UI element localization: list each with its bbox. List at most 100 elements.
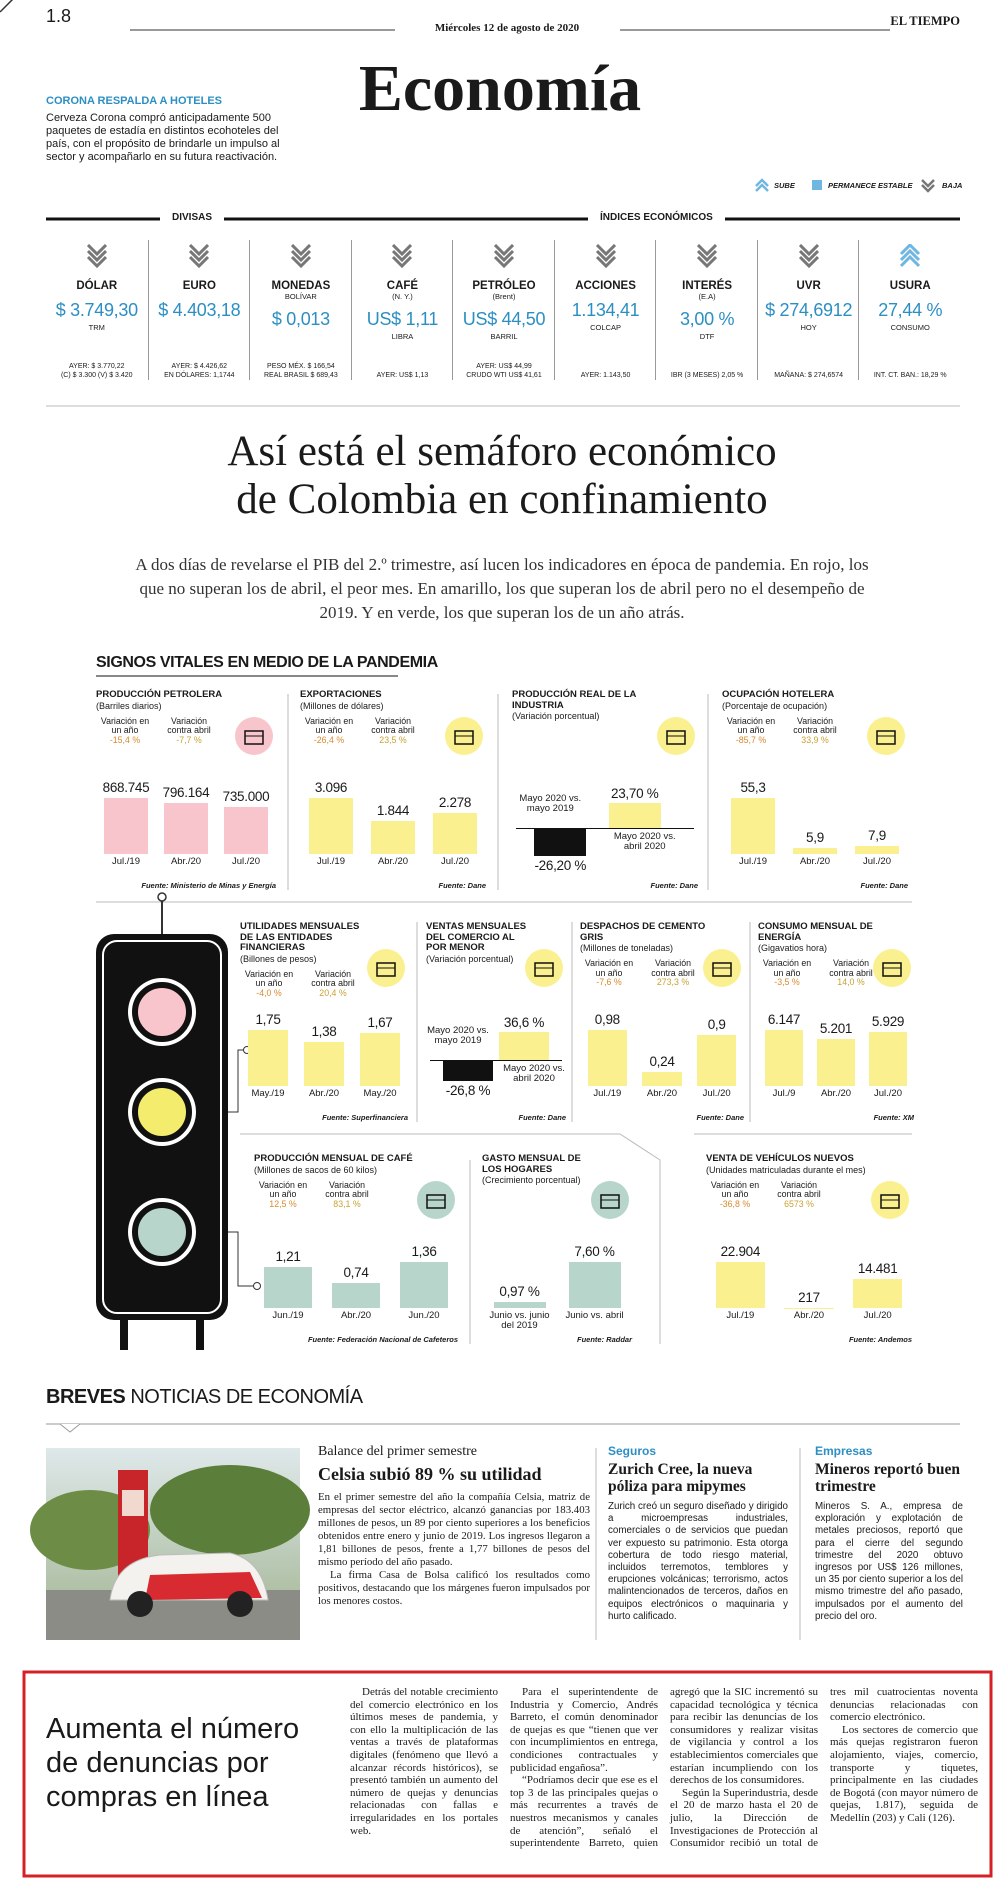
variation-label: Variación contra abril bbox=[371, 715, 415, 735]
indicator: ACCIONES 1.134,41 COLCAP AYER: 1.143,50 bbox=[553, 240, 657, 380]
indicator: MONEDAS BOLÍVAR $ 0,013 PESO MÉX. $ 166,54 R… bbox=[249, 240, 352, 380]
bar bbox=[792, 848, 838, 854]
icon bbox=[591, 1181, 629, 1219]
bar-value: 735.000 bbox=[222, 788, 270, 804]
panel: VENTA DE VEHÍCULOS NUEVOS (Unidades matri… bbox=[706, 1153, 912, 1344]
icon bbox=[703, 949, 741, 987]
variation-value: 14,0 % bbox=[837, 977, 865, 987]
feature-body: Detrás del notable crecimiento del comer… bbox=[350, 1686, 978, 1868]
bars: 0,98 Jul./19 0,24 Abr./20 0,9 Jul./20 bbox=[580, 1010, 744, 1110]
date: Miércoles 12 de agosto de 2020 bbox=[434, 22, 580, 34]
variation-label: Variación en un año bbox=[244, 968, 294, 988]
indicator-value: $ 4.403,18 bbox=[158, 300, 241, 320]
bar bbox=[359, 1032, 401, 1086]
panel-subtitle: (Variación porcentual) bbox=[512, 711, 600, 721]
bars: 868.745 Jul./19 796.164 Abr./20 735.000 Jul./… bbox=[96, 778, 276, 878]
bar-value: 1,67 bbox=[367, 1014, 393, 1030]
variation: Variación en un año -15,4 % bbox=[96, 715, 154, 746]
panel-icon bbox=[524, 948, 564, 993]
variations: Variación en un año -15,4 % Variación cont… bbox=[96, 715, 276, 746]
variation: Variación en un año 12,5 % bbox=[254, 1180, 312, 1210]
trend-icon bbox=[656, 243, 758, 273]
feature-paragraph: Para el superintendente de Industria y C… bbox=[510, 1686, 658, 1774]
panel-title: PRODUCCIÓN MENSUAL DE CAFÉ bbox=[254, 1153, 413, 1164]
icon bbox=[873, 949, 911, 987]
source: Fuente: Dane bbox=[696, 1113, 744, 1122]
panel-icon bbox=[656, 716, 696, 761]
indicator-value: $ 0,013 bbox=[271, 309, 330, 329]
chevron bbox=[392, 243, 413, 269]
panel-subtitle: (Millones de toneladas) bbox=[580, 943, 674, 953]
variation-value: 20,4 % bbox=[319, 987, 347, 998]
section-title: Economía bbox=[358, 52, 642, 125]
breves-header: BREVES NOTICIAS DE ECONOMÍA bbox=[46, 1386, 363, 1409]
chevron bbox=[697, 243, 718, 269]
feature-title: Aumenta el número de denuncias por compr… bbox=[46, 1713, 300, 1813]
bar-category: Junio vs. junio del 2019 bbox=[489, 1310, 550, 1331]
indicator-notes: MAÑANA: $ 274,6574 bbox=[758, 371, 860, 380]
panel-subtitle: (Barriles diarios) bbox=[96, 700, 162, 711]
variation-value: -15,4 % bbox=[109, 734, 141, 745]
bar bbox=[587, 1030, 627, 1086]
article-title: Mineros reportó buen trimestre bbox=[815, 1461, 960, 1495]
panel: VENTAS MENSUALES DEL COMERCIO AL POR MEN… bbox=[426, 921, 566, 1122]
variation-label: Variación en un año bbox=[584, 958, 634, 978]
source: Fuente: Andemos bbox=[848, 1335, 912, 1344]
bars: 1,21 Jun./19 0,74 Abr./20 1,36 Jun./20 bbox=[254, 1242, 458, 1332]
bar-category: Mayo 2020 vs. mayo 2019 bbox=[519, 793, 582, 814]
bar-category: Jul./19 bbox=[112, 856, 140, 867]
panel-title: PRODUCCIÓN PETROLERA bbox=[96, 689, 223, 700]
variation-value: -85,7 % bbox=[735, 734, 767, 745]
variation-label: Variación contra abril bbox=[777, 1179, 821, 1199]
variation-label: Variación en un año bbox=[726, 715, 776, 735]
source: Fuente: Federación Nacional de Cafeteros bbox=[307, 1335, 458, 1344]
source: Fuente: Dane bbox=[518, 1113, 566, 1122]
panel-subtitle: (Millones de dólares) bbox=[300, 700, 384, 711]
variation: Variación en un año -85,7 % bbox=[722, 715, 780, 746]
indicator: UVR $ 274,6912 HOY MAÑANA: $ 274,6574 bbox=[756, 240, 860, 380]
teaser-title: CORONA RESPALDA A HOTELES bbox=[46, 95, 223, 107]
indicator-unit: COLCAP bbox=[590, 323, 621, 332]
source: Fuente: Raddar bbox=[576, 1335, 632, 1344]
panel: PRODUCCIÓN MENSUAL DE CAFÉ (Millones de s… bbox=[254, 1153, 458, 1344]
article-title: Celsia subió 89 % su utilidad bbox=[318, 1464, 542, 1484]
source: Fuente: Ministerio de Minas y Energía bbox=[141, 881, 276, 890]
bar-value: 1,38 bbox=[311, 1023, 337, 1039]
panel-icon bbox=[416, 1180, 456, 1225]
chevron bbox=[493, 243, 515, 269]
variation: Variación contra abril 33,9 % bbox=[786, 716, 844, 746]
variation-label: Variación en un año bbox=[762, 958, 812, 978]
indicator-name: INTERÉS bbox=[682, 280, 733, 292]
bar-category: May./20 bbox=[363, 1088, 397, 1099]
bar-value: 868.745 bbox=[102, 780, 150, 795]
feature-paragraph: “Podríamos decir que ese es el top 3 de … bbox=[510, 1686, 818, 1850]
bars: 6.147 Jul./9 5.201 Abr./20 5.929 Jul./20 bbox=[758, 1010, 914, 1110]
variation-label: Variación en un año bbox=[100, 715, 150, 735]
source: Fuente: Dane bbox=[438, 881, 486, 890]
bars: 1,75 May./19 1,38 Abr./20 1,67 May./20 bbox=[240, 1010, 408, 1110]
trend-icon bbox=[352, 243, 454, 273]
indicator-name: ACCIONES bbox=[575, 280, 636, 292]
variations: Variación en un año -7,6 % Variación contr… bbox=[580, 958, 744, 988]
panel-title: DESPACHOS DE CEMENTO GRIS bbox=[580, 921, 706, 943]
variation-label: Variación en un año bbox=[710, 1179, 760, 1199]
bar-category: Jul./20 bbox=[441, 856, 469, 867]
bar-value: 36,6 % bbox=[503, 1015, 545, 1030]
chevron bbox=[290, 243, 311, 269]
indicator-notes: AYER: $ 3.770,22 (C) $ 3.300 (V) $ 3.420 bbox=[46, 362, 148, 380]
indicator-name: EURO bbox=[182, 280, 216, 292]
bars: 22.904 Jul./19 217 Abr./20 14.481 Jul./20 bbox=[706, 1242, 912, 1332]
indicator-note: (C) $ 3.300 (V) $ 3.420 bbox=[60, 372, 133, 379]
panel: CONSUMO MENSUAL DE ENERGÍA (Gigavatios ho… bbox=[758, 921, 914, 1122]
panel-icon bbox=[590, 1180, 630, 1225]
bar bbox=[432, 812, 478, 854]
icon bbox=[367, 949, 405, 987]
bar-value: 5.929 bbox=[871, 1013, 905, 1029]
bar-category: Jul./20 bbox=[863, 856, 891, 867]
variations: Variación en un año -36,8 % Variación cont… bbox=[706, 1179, 912, 1210]
bar bbox=[765, 1030, 803, 1086]
variations: Variación en un año -85,7 % Variación cont… bbox=[722, 715, 908, 746]
trend-icon bbox=[149, 243, 251, 273]
indicator-note: REAL BRASIL $ 689,43 bbox=[263, 372, 338, 379]
indicator-sub: (E.A) bbox=[698, 292, 716, 301]
